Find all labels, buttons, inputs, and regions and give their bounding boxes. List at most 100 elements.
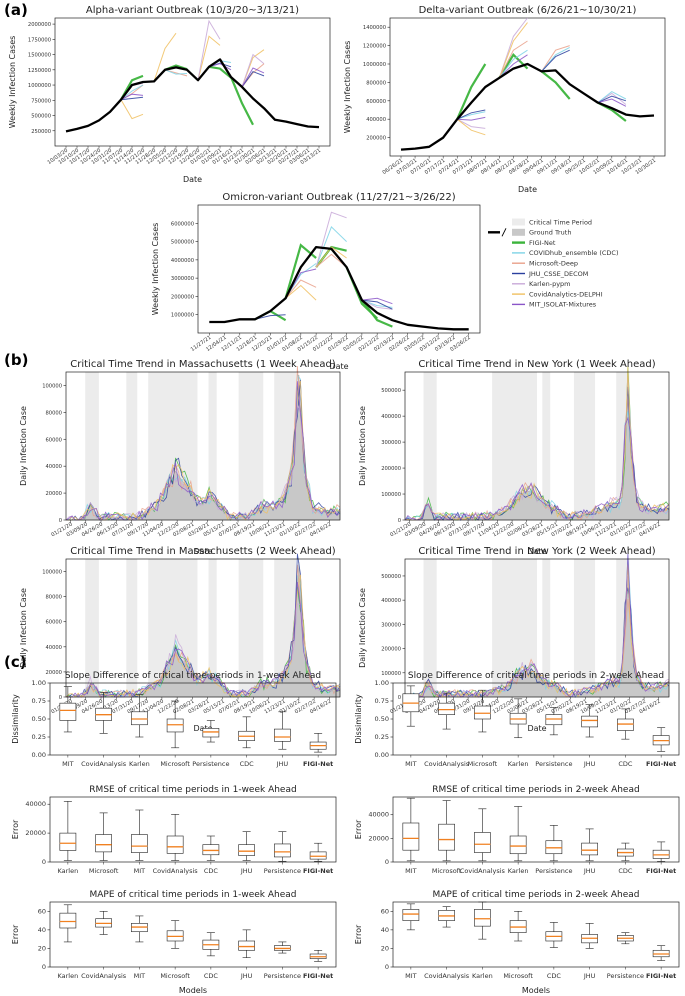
y-tick-label: 600000 xyxy=(366,99,386,105)
forecast-line-covidhub-ensemble-cdc- xyxy=(499,49,528,79)
box-cdc xyxy=(202,932,220,957)
chart-ma2: Critical Time Trend in Massachusetts (2 … xyxy=(19,546,341,733)
trend-line-covidanalytics-delphi xyxy=(404,366,670,521)
plot-frame xyxy=(404,371,670,521)
x-tick-label: MIT xyxy=(405,867,417,875)
box-iqr xyxy=(438,702,455,715)
box-figi-net xyxy=(652,727,670,752)
y-axis-label: Daily Infection Case xyxy=(19,588,28,668)
y-tick-label: 400000 xyxy=(381,414,401,420)
y-tick-label: 500000 xyxy=(31,114,51,120)
legend-swatch xyxy=(512,218,525,226)
x-tick-label: JHU xyxy=(583,972,596,980)
y-tick-label: 0 xyxy=(398,518,401,524)
legend-label: MIT_ISOLAT-Mixtures xyxy=(529,301,597,309)
forecast-line-mit-isolat-mixtures xyxy=(361,297,393,305)
forecast-line-karlen-pypm xyxy=(315,211,347,268)
y-tick-label: 40 xyxy=(381,926,389,934)
trend-line-jhu-csse-decom xyxy=(405,587,670,698)
y-tick-label: 40000 xyxy=(45,645,62,651)
x-axis-label: Date xyxy=(527,547,546,556)
x-tick-label: Persistence xyxy=(264,867,301,875)
x-tick-label: Karlen xyxy=(129,760,150,768)
y-tick-label: 0 xyxy=(42,858,46,866)
x-tick-label: Microsoft xyxy=(432,867,462,875)
y-tick-label: 100000 xyxy=(42,383,62,389)
chart-title: Slope Difference of critical time period… xyxy=(65,671,321,681)
forecast-line-karlen-pypm xyxy=(197,19,221,81)
legend-label: Microsoft-Deep xyxy=(529,260,578,268)
box-covidanalysis xyxy=(474,808,491,862)
box-covidanalysis xyxy=(95,692,112,734)
plot-frame xyxy=(49,901,337,968)
y-tick-label: 20 xyxy=(381,944,389,952)
critical-period-band xyxy=(573,372,596,520)
chart-delta: Delta-variant Outbreak (6/26/21~10/30/21… xyxy=(343,5,666,194)
box-mit xyxy=(402,685,420,727)
y-tick-label: 100000 xyxy=(381,671,401,677)
box-persistence xyxy=(617,932,634,945)
y-axis-label: Daily Infection Case xyxy=(19,406,28,486)
y-tick-label: 0 xyxy=(42,963,46,971)
x-tick-label: CDC xyxy=(618,867,633,875)
box-persistence xyxy=(274,831,291,862)
x-tick-label: FIGI-Net xyxy=(303,760,333,768)
legend-label: Critical Time Period xyxy=(529,218,592,226)
y-tick-label: 200000 xyxy=(366,136,386,142)
forecast-line-covidanalytics-delphi xyxy=(197,35,221,81)
legend-label: JHU_CSSE_DECOM xyxy=(528,270,588,278)
forecast-line-karlen-pypm xyxy=(361,299,393,310)
forecast-line-jhu-csse-decom xyxy=(241,70,265,88)
box-iqr xyxy=(238,844,255,856)
y-tick-label: 1.00 xyxy=(32,679,46,687)
forecast-line-microsoft-deep xyxy=(241,63,265,88)
x-tick-label: Karlen xyxy=(58,867,79,875)
y-tick-label: 3000000 xyxy=(171,276,194,282)
forecast-line-karlen-pypm xyxy=(456,118,486,129)
box-iqr xyxy=(59,912,77,929)
forecast-line-figi-net xyxy=(456,63,487,120)
x-tick-label: MIT xyxy=(62,760,74,768)
box-covidanalysis xyxy=(166,814,184,861)
box-persistence xyxy=(202,720,220,743)
box-jhu xyxy=(581,923,598,949)
y-tick-label: 60 xyxy=(38,907,46,915)
y-tick-label: 6000000 xyxy=(171,221,194,227)
y-axis-label: Error xyxy=(354,924,363,944)
x-tick-label: MIT xyxy=(134,972,146,980)
x-axis-label: Date xyxy=(329,362,348,371)
y-tick-label: 1200000 xyxy=(363,44,386,50)
y-tick-label: 40000 xyxy=(25,800,46,808)
forecast-line-figi-net xyxy=(498,53,529,79)
box-iqr xyxy=(309,851,327,860)
forecast-line-mit-isolat-mixtures xyxy=(120,93,144,101)
x-tick-label: FIGI-Net xyxy=(646,760,676,768)
legend-swatch xyxy=(512,228,525,236)
box-covidanalysis xyxy=(438,906,455,928)
critical-period-band xyxy=(126,372,138,520)
box-iqr xyxy=(402,822,420,851)
legend-label: Karlen-pypm xyxy=(529,280,571,288)
x-axis-label: Date xyxy=(193,547,212,556)
x-axis-label: Date xyxy=(183,175,202,184)
panel-label-a: (a) xyxy=(4,1,28,19)
box-iqr xyxy=(581,842,598,856)
forecast-line-covidhub-ensemble-cdc- xyxy=(164,69,188,75)
box-iqr xyxy=(59,702,77,721)
chart-box_slope2: Slope Difference of critical time period… xyxy=(354,671,680,768)
chart-title: RMSE of critical time periods in 1-week … xyxy=(89,785,296,795)
x-tick-label: Karlen xyxy=(58,972,79,980)
forecast-line-microsoft-deep xyxy=(315,253,347,268)
y-tick-label: 200000 xyxy=(381,466,401,472)
x-tick-label: CovidAnalysis xyxy=(81,972,127,980)
y-tick-label: 1400000 xyxy=(363,25,386,31)
x-tick-label: MIT xyxy=(405,760,417,768)
x-axis-label: Date xyxy=(518,185,537,194)
y-tick-label: 400000 xyxy=(381,598,401,604)
forecast-line-mit-isolat-mixtures xyxy=(241,67,265,88)
x-tick-label: FIGI-Net xyxy=(303,867,333,875)
x-tick-label: MIT xyxy=(405,972,417,980)
trend-line-mit-isolat-mixtures xyxy=(404,553,670,698)
x-tick-label: CDC xyxy=(618,760,633,768)
x-tick-label: Persistence xyxy=(192,760,229,768)
